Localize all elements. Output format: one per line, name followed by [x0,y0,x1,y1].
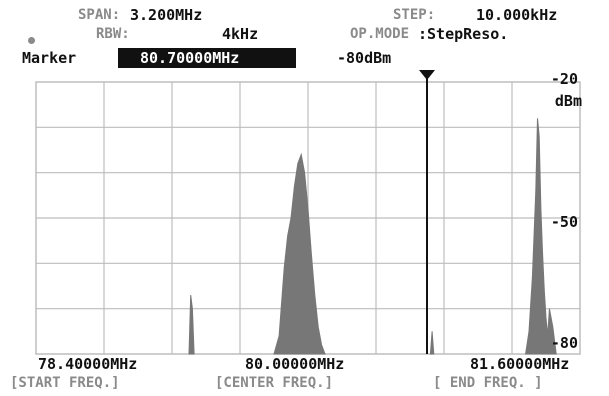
spectrum-trace [188,118,557,355]
y-tick-label: -50 [551,213,578,231]
status-dot [28,37,35,44]
marker-level: -80dBm [337,49,392,67]
center-freq-button[interactable]: [CENTER FREQ.] [215,375,334,391]
span-label: SPAN: [78,7,121,23]
trace-peak-1 [188,295,195,355]
marker-freq-field[interactable] [118,48,296,68]
y-tick-label: -20 [551,70,578,88]
start-freq-button[interactable]: [START FREQ.] [10,375,120,391]
trace-peak-4 [525,118,557,355]
start-freq-value: 78.40000MHz [38,355,138,373]
center-freq-value: 80.00000MHz [245,355,345,373]
marker-cursor [419,70,435,354]
marker-label: Marker [22,49,77,67]
step-value: 10.000kHz [476,6,558,24]
y-tick-label: -80 [551,334,578,352]
y-tick-labels: -20 -50 -80 dBm [551,70,582,352]
rbw-value: 4kHz [222,25,259,43]
opmode-label: OP.MODE [350,26,410,42]
opmode-value: :StepReso. [418,25,509,43]
span-value: 3.200MHz [130,6,203,24]
trace-peak-2 [273,152,326,355]
rbw-label: RBW: [96,26,130,42]
trace-peak-3 [429,331,435,355]
y-unit-label: dBm [555,92,582,110]
end-freq-value: 81.60000MHz [470,355,570,373]
marker-freq-value: 80.70000MHz [140,49,240,67]
end-freq-button[interactable]: [ END FREQ. ] [433,375,543,391]
step-label: STEP: [393,7,436,23]
marker-triangle-icon [419,70,435,80]
